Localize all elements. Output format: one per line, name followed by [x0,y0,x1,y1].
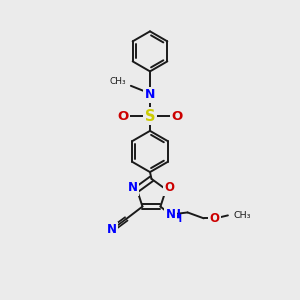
Text: O: O [165,182,175,194]
Text: N: N [106,223,117,236]
Text: O: O [172,110,183,123]
Text: S: S [145,109,155,124]
Text: O: O [117,110,128,123]
Text: N: N [166,208,176,221]
Text: O: O [117,110,128,123]
Text: O: O [165,182,175,194]
Text: CH₃: CH₃ [109,77,126,86]
Text: N: N [170,208,181,221]
Text: O: O [209,212,219,225]
Text: O: O [172,110,183,123]
Text: O: O [209,212,219,225]
Text: N: N [128,182,138,194]
Text: N: N [145,88,155,101]
Text: H: H [173,214,181,224]
Text: S: S [145,109,155,124]
Text: N: N [128,182,138,194]
Text: N: N [106,223,117,236]
Text: N: N [145,88,155,101]
Text: CH₃: CH₃ [234,211,251,220]
